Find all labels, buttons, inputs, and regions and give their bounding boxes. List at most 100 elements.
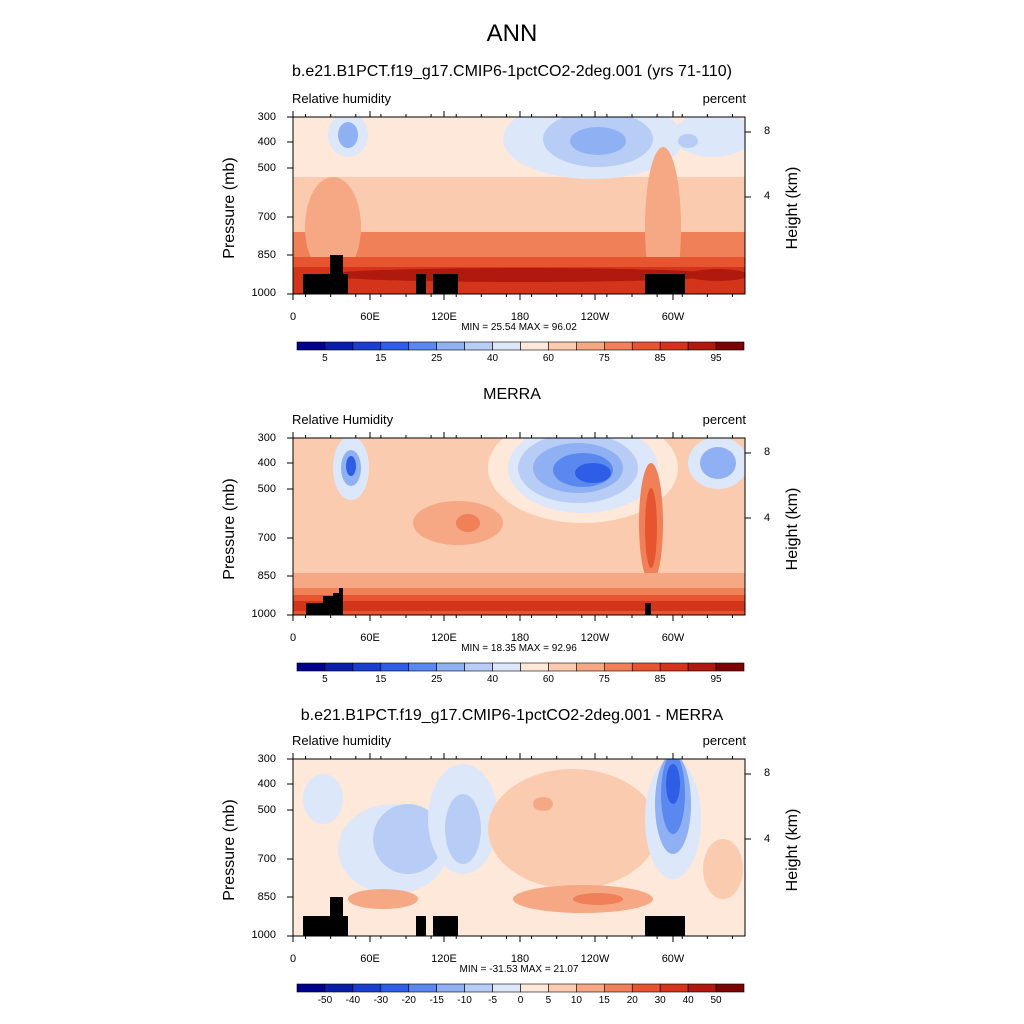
panel-3-minmax: MIN = -31.53 MAX = 21.07 (459, 964, 579, 975)
panel-2-frame (292, 437, 746, 616)
panel-3-ytick: 850 (257, 891, 276, 903)
contour-region (678, 134, 698, 148)
panel-3-variable-label: Relative humidity (292, 733, 391, 748)
topography-mask (303, 897, 348, 936)
colorbar-label: -5 (488, 995, 498, 1006)
colorbar-box (464, 662, 493, 672)
colorbar-box (324, 983, 354, 993)
colorbar-label: 30 (654, 995, 666, 1006)
panel-2-xtick: 120E (431, 632, 457, 644)
panel-3-ytick-right: 8 (764, 767, 771, 779)
colorbar-box (548, 341, 577, 351)
panel-2-ytick: 700 (257, 532, 276, 544)
colorbar-box (380, 662, 410, 672)
topography-mask (645, 274, 685, 294)
panel-3-ytick: 500 (257, 804, 276, 816)
panel-2-ytick-right: 4 (764, 512, 771, 524)
colorbar-box (715, 341, 745, 351)
panel-1-units-label: percent (702, 91, 746, 106)
colorbar-box (408, 983, 437, 993)
colorbar-label: -30 (373, 995, 389, 1006)
colorbar-label: 50 (710, 995, 722, 1006)
panel-2-ytick-right: 8 (764, 446, 771, 458)
panel-3-xtick: 0 (289, 953, 297, 965)
colorbar-label: 25 (431, 674, 443, 685)
panel-2-contour-field (293, 438, 745, 615)
panel-2-ytick: 400 (257, 457, 276, 469)
contour-region (533, 797, 553, 811)
panel-1-ytick-right: 8 (764, 125, 771, 137)
contour-region (666, 764, 680, 804)
colorbar-box (576, 983, 605, 993)
colorbar-box (687, 662, 717, 672)
colorbar-box (631, 983, 661, 993)
colorbar-label: -15 (429, 995, 444, 1006)
panel-2-colorbar (296, 662, 745, 672)
topography-mask (645, 603, 651, 615)
panel-3-ytick: 1000 (251, 929, 276, 941)
colorbar-box (492, 983, 521, 993)
panel-2-ytick: 1000 (251, 608, 276, 620)
colorbar-box (659, 983, 689, 993)
contour-region (700, 447, 736, 479)
colorbar-box (296, 662, 326, 672)
colorbar-label: 60 (542, 353, 554, 364)
panel-3-xtick: 60E (360, 953, 380, 965)
topography-mask (645, 916, 685, 936)
colorbar-box (631, 341, 661, 351)
topography-mask (433, 274, 458, 294)
panel-3-frame (292, 758, 746, 937)
panel-2-ytick: 500 (257, 483, 276, 495)
colorbar-box (548, 983, 577, 993)
panel-1-ytick-right: 4 (764, 190, 771, 202)
panel-1-plot (287, 111, 751, 300)
panel-1-xtick: 120E (431, 311, 457, 323)
panel-1-xtick: 120W (580, 311, 610, 323)
colorbar-box (352, 983, 382, 993)
colorbar-box (576, 341, 605, 351)
colorbar-box (380, 983, 410, 993)
colorbar-label: 5 (545, 995, 552, 1006)
colorbar-label: 85 (654, 353, 666, 364)
colorbar-label: 95 (710, 674, 722, 685)
colorbar-label: -20 (401, 995, 416, 1006)
panel-2-xtick: 120W (580, 632, 610, 644)
panel-1-title: b.e21.B1PCT.f19_g17.CMIP6-1pctCO2-2deg.0… (292, 63, 732, 80)
contour-region (456, 514, 480, 532)
colorbar-label: 15 (598, 995, 610, 1006)
panel-3-title: b.e21.B1PCT.f19_g17.CMIP6-1pctCO2-2deg.0… (300, 707, 724, 724)
panel-3-xtick: 60W (661, 953, 685, 965)
colorbar-box (631, 662, 661, 672)
contour-region (573, 893, 623, 905)
panel-3-plot (287, 753, 751, 942)
panel-2-xtick: 60E (360, 632, 380, 644)
contour-region (305, 177, 361, 277)
colorbar-label: 20 (626, 995, 638, 1006)
contour-region (346, 456, 356, 476)
figure-title: ANN (486, 20, 538, 47)
topography-mask (433, 916, 458, 936)
panel-2-xtick: 0 (289, 632, 297, 644)
contour-region (688, 269, 745, 281)
colorbar-label: 60 (542, 674, 554, 685)
colorbar-box (324, 662, 354, 672)
colorbar-box (576, 662, 605, 672)
panel-2-xtick: 60W (661, 632, 685, 644)
colorbar-box (659, 341, 689, 351)
contour-region (293, 601, 745, 611)
colorbar-label: 40 (682, 995, 694, 1006)
colorbar-box (520, 983, 549, 993)
contour-region (348, 889, 418, 909)
colorbar-box (296, 983, 326, 993)
panel-1-ytick: 850 (257, 249, 276, 261)
panel-1-ytick: 300 (257, 111, 276, 123)
panel-3-xtick: 120W (580, 953, 610, 965)
panel-3-contour-field (293, 759, 745, 936)
colorbar-box (715, 662, 745, 672)
colorbar-label: -10 (457, 995, 472, 1006)
colorbar-box (464, 983, 493, 993)
colorbar-label: 5 (322, 674, 328, 685)
panel-1-xtick: 0 (289, 311, 297, 323)
colorbar-label: 5 (322, 353, 328, 364)
colorbar-label: 40 (487, 674, 499, 685)
